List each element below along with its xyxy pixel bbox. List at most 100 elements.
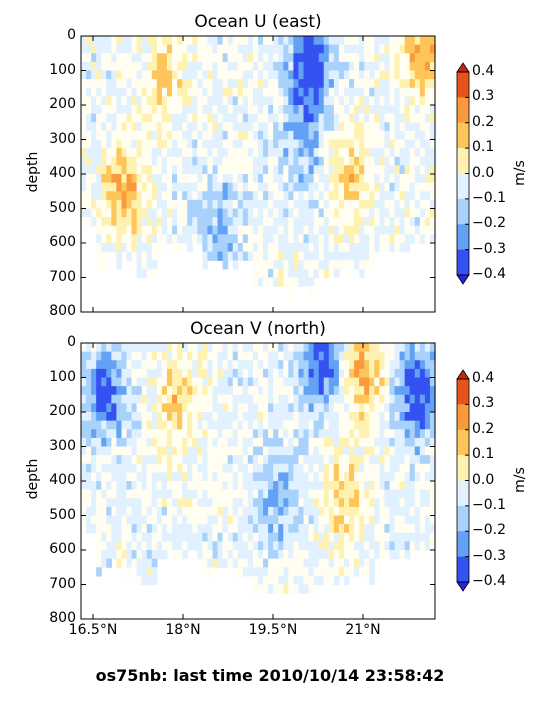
heatmap-cell: [136, 446, 143, 456]
heatmap-cell: [151, 44, 158, 54]
heatmap-cell: [258, 420, 264, 430]
heatmap-cell: [146, 524, 153, 534]
heatmap-cell: [323, 455, 330, 465]
heatmap-cell: [268, 53, 274, 63]
heatmap-cell: [323, 251, 330, 261]
heatmap-cell: [217, 191, 224, 201]
heatmap-cell: [177, 412, 183, 422]
heatmap-cell: [333, 208, 340, 218]
heatmap-cell: [349, 524, 355, 534]
heatmap-cell: [136, 386, 143, 396]
heatmap-cell: [313, 182, 320, 192]
heatmap-cell: [101, 541, 107, 551]
heatmap-cell: [323, 44, 330, 54]
heatmap-cell: [166, 53, 173, 63]
heatmap-cell: [121, 394, 128, 404]
heatmap-cell: [182, 208, 188, 218]
heatmap-cell: [404, 130, 411, 141]
heatmap-cell: [172, 446, 178, 456]
heatmap-cell: [333, 403, 340, 413]
heatmap-cell: [288, 199, 294, 210]
heatmap-cell: [389, 394, 396, 404]
heatmap-cell: [429, 174, 436, 184]
heatmap-cell: [126, 506, 133, 517]
heatmap-cell: [293, 394, 300, 404]
heatmap-cell: [364, 61, 370, 72]
heatmap-cell: [263, 208, 269, 218]
heatmap-cell: [116, 156, 123, 166]
heatmap-cell: [313, 217, 320, 227]
heatmap-cell: [338, 455, 345, 465]
heatmap-cell: [349, 446, 355, 456]
heatmap-cell: [151, 498, 158, 508]
heatmap-cell: [394, 446, 401, 456]
heatmap-cell: [414, 44, 421, 54]
heatmap-cell: [247, 96, 254, 106]
heatmap-cell: [333, 498, 340, 508]
heatmap-cell: [389, 481, 396, 491]
heatmap-cell: [182, 420, 188, 430]
heatmap-cell: [354, 351, 360, 361]
heatmap-cell: [298, 532, 305, 542]
heatmap-cell: [242, 70, 249, 80]
heatmap-cell: [389, 61, 396, 72]
heatmap-cell: [283, 429, 289, 439]
heatmap-cell: [247, 113, 254, 123]
heatmap-cell: [288, 36, 294, 46]
heatmap-cell: [121, 165, 128, 175]
heatmap-cell: [288, 165, 294, 175]
heatmap-cell: [278, 36, 284, 46]
heatmap-cell: [172, 208, 178, 218]
heatmap-cell: [409, 53, 416, 63]
heatmap-cell: [182, 463, 188, 473]
heatmap-cell: [384, 351, 391, 361]
heatmap-cell: [349, 208, 355, 218]
heatmap-cell: [343, 79, 350, 89]
heatmap-cell: [288, 360, 294, 370]
heatmap-cell: [126, 251, 133, 261]
heatmap-cell: [288, 541, 294, 551]
heatmap-cell: [359, 268, 365, 279]
heatmap-cell: [202, 489, 209, 499]
heatmap-cell: [258, 191, 264, 201]
heatmap-cell: [86, 156, 92, 166]
heatmap-cell: [177, 550, 183, 560]
heatmap-cell: [227, 489, 234, 499]
heatmap-cell: [121, 506, 128, 517]
heatmap-cell: [328, 541, 335, 551]
heatmap-cell: [177, 343, 183, 353]
heatmap-cell: [359, 412, 365, 422]
heatmap-cell: [187, 343, 193, 353]
heatmap-cell: [283, 394, 289, 404]
heatmap-cell: [333, 139, 340, 149]
heatmap-cell: [278, 394, 284, 404]
heatmap-cell: [177, 437, 183, 448]
heatmap-cell: [212, 217, 219, 227]
heatmap-cell: [384, 165, 391, 175]
heatmap-cell: [298, 130, 305, 141]
heatmap-cell: [429, 360, 436, 370]
heatmap-cell: [126, 44, 133, 54]
heatmap-cell: [237, 156, 244, 166]
heatmap-cell: [172, 156, 178, 166]
heatmap-cell: [197, 148, 203, 158]
heatmap-cell: [101, 199, 107, 210]
heatmap-cell: [151, 429, 158, 439]
heatmap-cell: [207, 36, 214, 46]
heatmap-cell: [394, 87, 401, 97]
heatmap-cell: [106, 174, 112, 184]
heatmap-cell: [263, 403, 269, 413]
heatmap-cell: [126, 130, 133, 141]
heatmap-cell: [414, 130, 421, 141]
heatmap-cell: [429, 208, 436, 218]
heatmap-cell: [202, 208, 209, 218]
heatmap-cell: [172, 122, 178, 132]
heatmap-cell: [146, 386, 153, 396]
heatmap-cell: [394, 105, 401, 115]
heatmap-cell: [419, 79, 426, 89]
heatmap-cell: [151, 558, 158, 568]
heatmap-cell: [364, 234, 370, 244]
heatmap-cell: [106, 394, 112, 404]
heatmap-cell: [242, 437, 249, 448]
heatmap-cell: [313, 148, 320, 158]
